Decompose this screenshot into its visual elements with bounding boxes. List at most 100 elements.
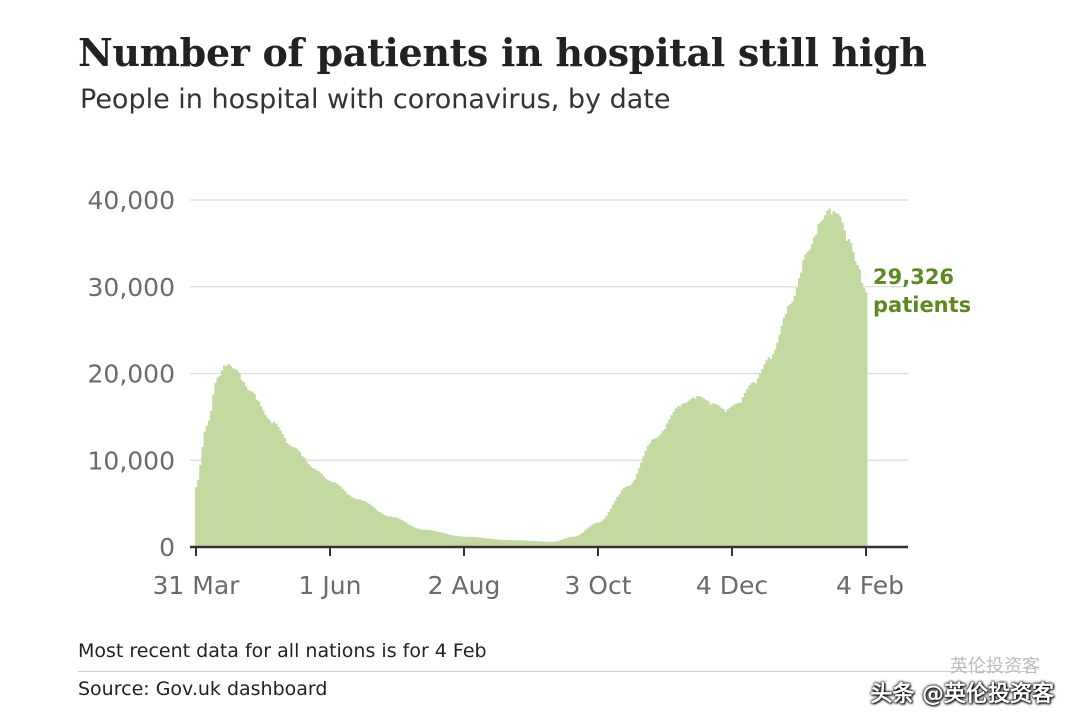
data-bar <box>486 538 490 547</box>
data-bar <box>268 420 271 547</box>
data-bar <box>216 377 220 547</box>
data-bar <box>419 529 423 547</box>
data-bar <box>400 520 403 547</box>
data-bar <box>707 401 710 547</box>
data-bar <box>590 525 593 547</box>
data-bar <box>503 539 507 547</box>
data-bar <box>333 482 336 547</box>
data-bar <box>782 317 786 547</box>
data-bar <box>629 485 632 547</box>
data-bar <box>776 342 779 547</box>
data-bar <box>627 486 630 547</box>
data-bar <box>469 536 472 547</box>
data-bar <box>266 418 269 547</box>
data-bar <box>730 406 734 547</box>
data-bar <box>242 382 246 547</box>
data-bar <box>261 410 265 547</box>
data-bar <box>767 357 771 547</box>
data-bar <box>454 535 457 547</box>
data-bar <box>551 541 555 547</box>
data-bar <box>382 514 386 547</box>
data-bar <box>575 536 578 547</box>
data-bar <box>813 236 816 547</box>
data-bar <box>717 406 721 547</box>
data-bar <box>609 508 613 547</box>
data-bar <box>391 517 395 547</box>
x-tick-label: 3 Oct <box>564 571 631 600</box>
data-bar <box>806 252 810 548</box>
data-bar <box>538 541 542 547</box>
data-bar <box>246 389 250 547</box>
data-bar <box>728 407 732 547</box>
data-bar <box>668 419 671 547</box>
data-bar <box>408 525 412 547</box>
data-bar <box>337 485 341 547</box>
data-bar <box>512 540 516 547</box>
data-bar <box>331 482 334 547</box>
data-bar <box>566 537 570 547</box>
data-bar <box>344 491 347 547</box>
data-bar <box>516 540 520 547</box>
x-tick-label: 2 Aug <box>428 571 501 600</box>
data-bar <box>225 365 228 547</box>
data-bar <box>495 539 498 547</box>
data-bar <box>465 536 468 547</box>
data-bar <box>426 529 429 547</box>
data-bar <box>326 480 330 547</box>
data-bar <box>279 430 282 547</box>
data-bar <box>395 517 399 547</box>
data-bar <box>631 482 635 547</box>
data-bar <box>704 399 708 547</box>
data-bar <box>508 540 511 547</box>
data-bar <box>214 382 217 547</box>
data-bar <box>672 411 676 547</box>
y-tick-label: 40,000 <box>88 186 175 215</box>
watermark-faint: 英伦投资客 <box>950 656 1040 677</box>
data-bar <box>657 436 660 547</box>
data-bar <box>287 444 291 547</box>
x-tick-label: 1 Jun <box>299 571 362 600</box>
data-bar <box>313 468 317 547</box>
data-bar <box>633 479 637 547</box>
data-bar <box>545 541 548 547</box>
data-bar <box>583 530 587 547</box>
data-bar <box>765 360 769 547</box>
data-bar <box>679 406 682 547</box>
data-bar <box>780 325 784 547</box>
data-bar <box>462 536 466 547</box>
data-bar <box>830 214 833 547</box>
data-bar <box>523 540 526 547</box>
data-bar <box>255 399 258 547</box>
data-bar <box>253 394 256 547</box>
data-bar <box>197 479 200 547</box>
data-bar <box>860 282 864 547</box>
data-bar <box>547 541 550 547</box>
data-bar <box>819 221 823 547</box>
data-bar <box>670 415 673 547</box>
data-bar <box>739 402 743 547</box>
data-bar <box>640 462 643 547</box>
data-bar <box>702 398 706 547</box>
data-bar <box>532 541 535 547</box>
data-bar <box>637 468 641 547</box>
data-bar <box>398 518 401 547</box>
data-bar <box>447 534 451 547</box>
data-bar <box>823 215 827 547</box>
data-bar <box>555 541 559 547</box>
data-bar <box>650 439 654 547</box>
data-bar <box>832 211 836 547</box>
data-bar <box>506 540 509 547</box>
data-bar <box>685 402 689 547</box>
data-bar <box>733 404 736 547</box>
data-bar <box>741 397 745 547</box>
data-bar <box>305 461 308 547</box>
data-bar <box>797 278 801 547</box>
data-bar <box>240 380 243 547</box>
data-bar <box>763 364 766 547</box>
data-bar <box>529 540 533 547</box>
data-bar <box>791 301 794 547</box>
data-bar <box>817 223 820 547</box>
data-bar <box>549 541 552 547</box>
data-bar <box>473 537 477 547</box>
data-bar <box>478 537 481 547</box>
